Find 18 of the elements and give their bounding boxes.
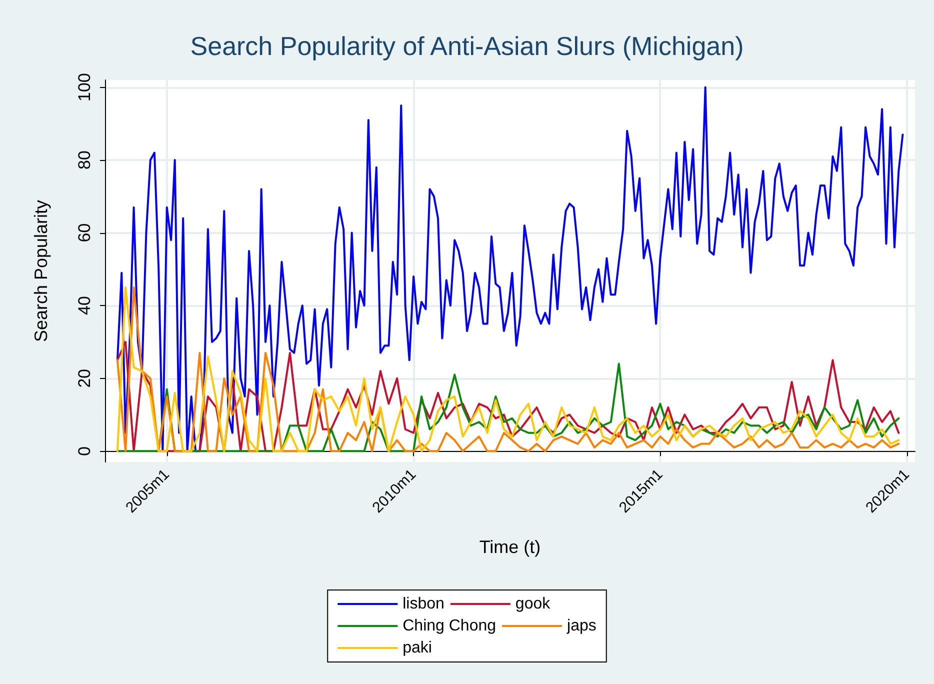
line-series xyxy=(116,286,900,452)
line-series xyxy=(116,362,900,452)
y-tick-label: 0 xyxy=(75,446,94,456)
y-tick-label: 100 xyxy=(75,73,94,102)
y-tick-label: 20 xyxy=(75,368,94,388)
y-tick-label: 60 xyxy=(75,223,94,242)
legend-label: paki xyxy=(402,640,432,656)
chart-title: Search Popularity of Anti-Asian Slurs (Michigan) xyxy=(190,31,744,61)
line-series xyxy=(116,86,904,452)
legend-label: Ching Chong xyxy=(402,618,496,634)
y-axis-title: Search Popularity xyxy=(31,200,51,342)
x-axis-title: Time (t) xyxy=(479,537,541,557)
legend-label: japs xyxy=(566,618,596,634)
legend-label: lisbon xyxy=(402,596,444,612)
y-tick-label: 40 xyxy=(75,296,94,316)
legend-label: gook xyxy=(515,596,552,612)
y-tick-label: 80 xyxy=(75,150,94,170)
line-series xyxy=(116,340,900,452)
